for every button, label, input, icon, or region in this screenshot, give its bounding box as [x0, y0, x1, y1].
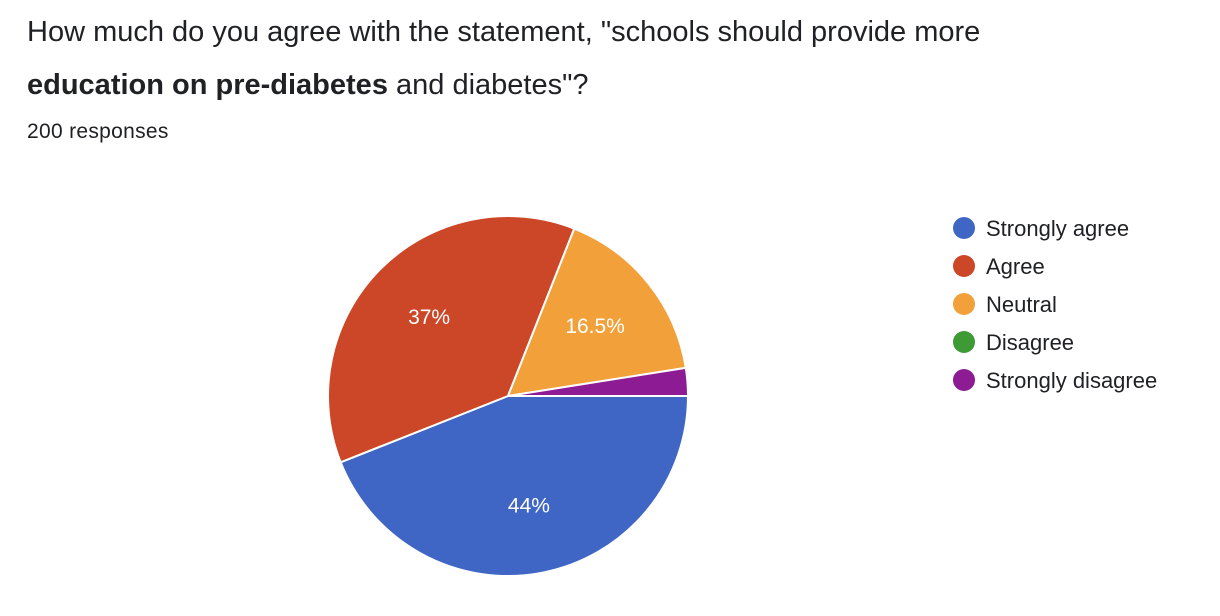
pie-slice-strongly-agree[interactable]	[339, 395, 690, 577]
pie-slice-neutral[interactable]	[506, 227, 687, 398]
legend-label-strongly-disagree: Strongly disagree	[986, 368, 1157, 393]
pie-slice-strongly-disagree[interactable]	[507, 366, 690, 397]
legend-label-neutral: Neutral	[986, 292, 1057, 317]
slice-label-neutral: 16.5%	[565, 315, 625, 338]
question-title: How much do you agree with the statement…	[27, 6, 1177, 112]
legend-label-agree: Agree	[986, 254, 1045, 279]
chart-legend: Strongly agree Agree Neutral Disagree Strong…	[953, 216, 1157, 393]
slice-label-agree: 37%	[408, 306, 450, 329]
legend-swatch-strongly-disagree	[953, 369, 975, 391]
question-text-part1: How much do you agree with the statement…	[27, 16, 981, 48]
question-text-bold: education on pre-diabetes	[27, 69, 388, 101]
pie-slice-agree[interactable]	[327, 215, 576, 464]
legend-swatch-strongly-agree	[953, 217, 975, 239]
response-count: 200 responses	[27, 120, 169, 143]
slice-label-strongly-agree: 44%	[508, 495, 550, 518]
pie-slices	[327, 215, 690, 577]
pie-slice-labels: 44% 37% 16.5%	[408, 306, 625, 518]
legend-label-strongly-agree: Strongly agree	[986, 216, 1129, 241]
legend-swatch-neutral	[953, 293, 975, 315]
legend-swatch-disagree	[953, 331, 975, 353]
legend-swatch-agree	[953, 255, 975, 277]
legend-label-disagree: Disagree	[986, 330, 1074, 355]
question-text-part2: and diabetes"?	[387, 69, 589, 101]
